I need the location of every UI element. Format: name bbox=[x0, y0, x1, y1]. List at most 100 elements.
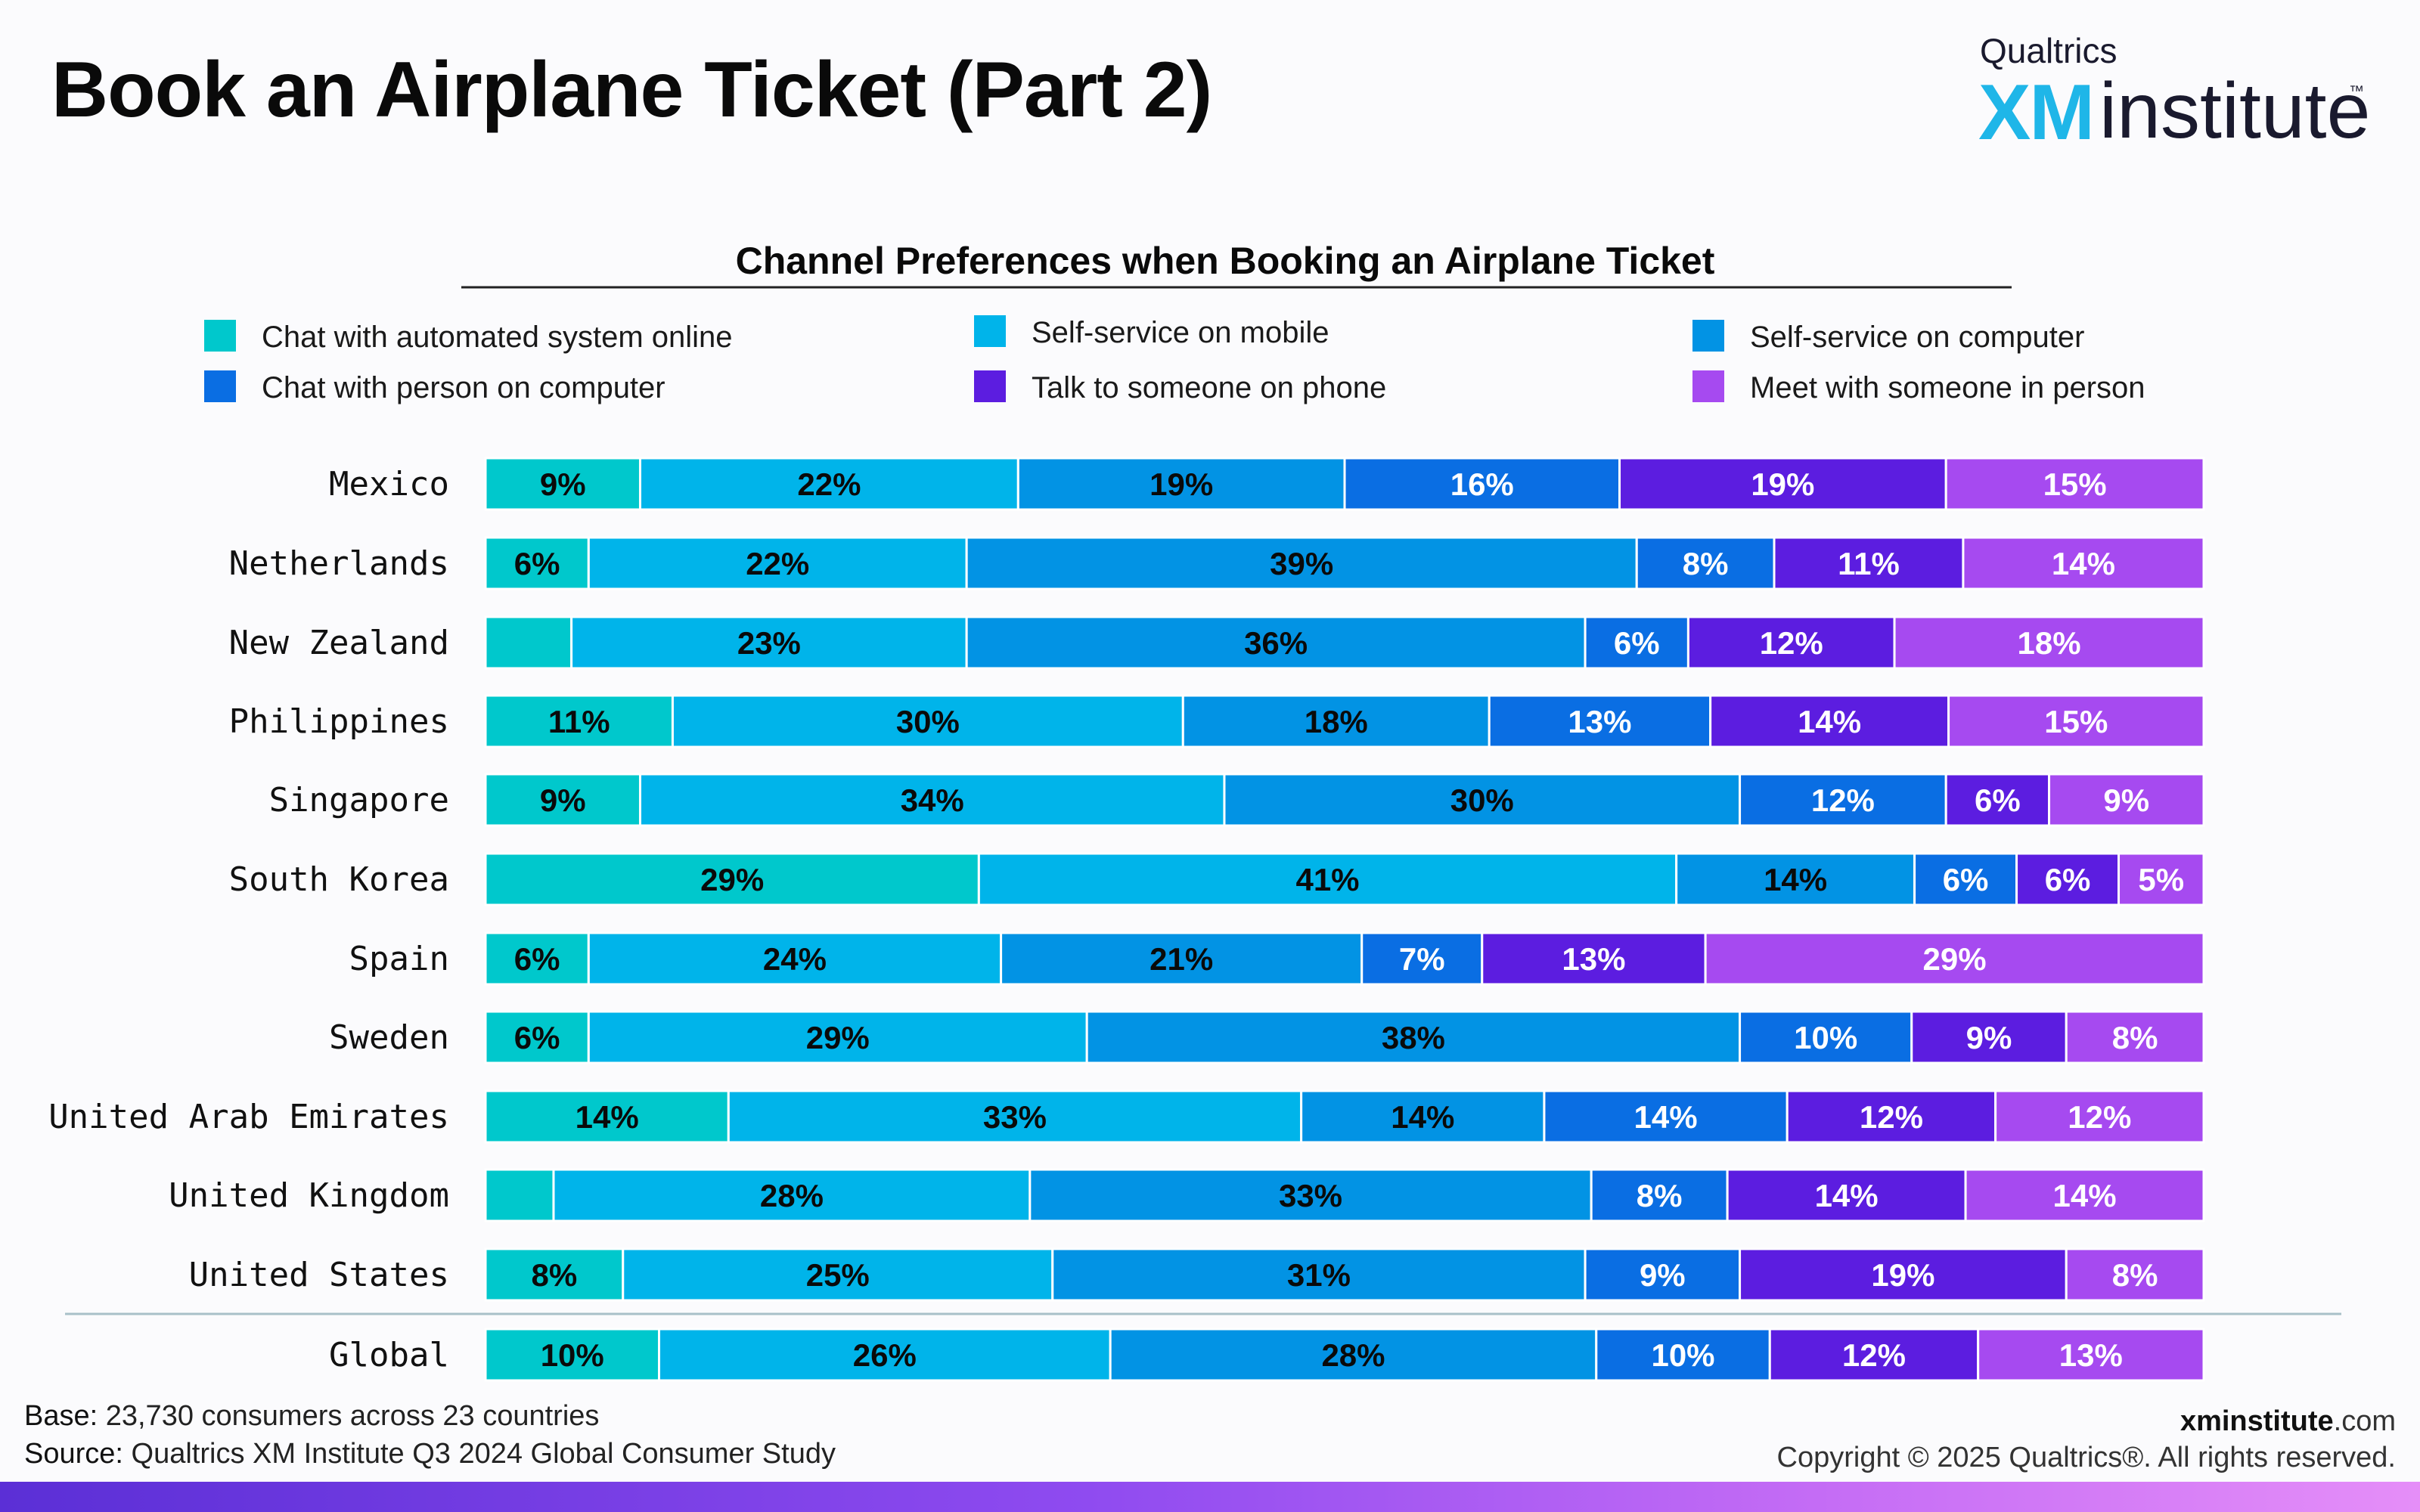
bar-segment bbox=[1618, 457, 1947, 511]
country-label: Philippines bbox=[229, 702, 449, 741]
bar-value-label: 19% bbox=[1871, 1257, 1934, 1293]
bar-value-label: 36% bbox=[1244, 625, 1308, 661]
page-title: Book an Airplane Ticket (Part 2) bbox=[51, 46, 1212, 134]
bar-segment bbox=[657, 1328, 1112, 1382]
chart-title: Channel Preferences when Booking an Airp… bbox=[736, 240, 1715, 282]
bar-value-label: 12% bbox=[1760, 625, 1823, 661]
website-link[interactable]: xminstitute.com bbox=[1777, 1403, 2396, 1439]
country-label: United Arab Emirates bbox=[48, 1098, 449, 1136]
bar-value-label: 8% bbox=[532, 1257, 578, 1293]
footer-notes: Base: 23,730 consumers across 23 countri… bbox=[24, 1397, 836, 1473]
bar-segment bbox=[1016, 457, 1346, 511]
legend-swatch bbox=[1692, 370, 1724, 402]
bar-value-label: 9% bbox=[540, 466, 586, 502]
base-text: 23,730 consumers across 23 countries bbox=[105, 1400, 600, 1432]
country-label: South Korea bbox=[229, 860, 449, 899]
bar-value-label: 28% bbox=[760, 1178, 824, 1213]
source-label: Source: bbox=[24, 1438, 123, 1470]
logo-xm-text: XM bbox=[1978, 69, 2095, 156]
bar-segment bbox=[1704, 931, 2205, 986]
logo-qualtrics-text: Qualtrics bbox=[1980, 31, 2118, 70]
legend-label: Self-service on computer bbox=[1750, 321, 2084, 354]
country-label: Singapore bbox=[269, 781, 449, 820]
bar-value-label: 15% bbox=[2043, 466, 2107, 502]
bar-value-label: 14% bbox=[1391, 1099, 1454, 1135]
bar-segment bbox=[1739, 1010, 1913, 1064]
bar-value-label: 6% bbox=[514, 941, 560, 977]
bar-value-label: 6% bbox=[514, 1020, 560, 1055]
bar-segment bbox=[1893, 615, 2205, 670]
bar-value-label: 14% bbox=[1634, 1099, 1698, 1135]
bar-value-label: 11% bbox=[1838, 546, 1900, 581]
bar-value-label: 29% bbox=[806, 1020, 870, 1055]
bar-value-label: 10% bbox=[541, 1337, 604, 1373]
bar-value-label: 9% bbox=[540, 782, 586, 818]
bar-segment bbox=[484, 1168, 555, 1222]
bar-value-label: 21% bbox=[1150, 941, 1213, 977]
legend-label: Talk to someone on phone bbox=[1032, 371, 1386, 404]
legend-swatch bbox=[1692, 320, 1724, 352]
bar-segment bbox=[1977, 1328, 2205, 1382]
bar-value-label: 6% bbox=[1943, 862, 1989, 897]
bar-segment bbox=[484, 1089, 730, 1144]
bar-value-label: 30% bbox=[896, 704, 960, 739]
qualtrics-xm-institute-logo: Qualtrics XM institute ™ bbox=[1978, 30, 2372, 156]
bar-value-label: 14% bbox=[576, 1099, 639, 1135]
bar-value-label: 39% bbox=[1270, 546, 1333, 581]
country-label: United States bbox=[189, 1256, 449, 1294]
bar-segment bbox=[1768, 1328, 1980, 1382]
logo-trademark: ™ bbox=[2349, 83, 2364, 100]
legend-label: Self-service on mobile bbox=[1032, 316, 1329, 349]
bar-segment bbox=[638, 773, 1226, 827]
bar-value-label: 29% bbox=[1923, 941, 1987, 977]
bar-value-label: 8% bbox=[2112, 1020, 2158, 1055]
copyright-text: Copyright © 2025 Qualtrics®. All rights … bbox=[1776, 1442, 2396, 1473]
bar-segment bbox=[1947, 694, 2205, 748]
bar-value-label: 12% bbox=[1842, 1337, 1906, 1373]
bar-segment bbox=[1913, 852, 2018, 906]
bar-value-label: 25% bbox=[806, 1257, 870, 1293]
bar-value-label: 6% bbox=[1975, 782, 2021, 818]
bar-value-label: 30% bbox=[1450, 782, 1514, 818]
bar-value-label: 12% bbox=[2068, 1099, 2131, 1135]
bar-value-label: 14% bbox=[2053, 1178, 2117, 1213]
country-label: Netherlands bbox=[229, 544, 449, 583]
bar-value-label: 41% bbox=[1295, 862, 1359, 897]
footer-gradient-bar bbox=[0, 1482, 2420, 1512]
bar-value-label: 14% bbox=[2052, 546, 2115, 581]
bar-segment bbox=[587, 536, 968, 590]
bar-segment bbox=[484, 536, 590, 590]
bar-segment bbox=[1360, 931, 1484, 986]
bar-value-label: 7% bbox=[1399, 941, 1445, 977]
bar-segment bbox=[484, 1247, 625, 1302]
bar-value-label: 14% bbox=[1815, 1178, 1879, 1213]
bar-value-label: 12% bbox=[1860, 1099, 1923, 1135]
country-label: Global bbox=[329, 1336, 449, 1374]
bar-segment bbox=[1000, 931, 1364, 986]
country-label: Spain bbox=[349, 940, 449, 978]
bar-value-label: 34% bbox=[901, 782, 964, 818]
bar-value-label: 18% bbox=[2017, 625, 2080, 661]
bar-segment bbox=[2065, 1247, 2205, 1302]
bar-segment bbox=[1223, 773, 1742, 827]
bar-segment bbox=[484, 852, 980, 906]
bar-value-label: 22% bbox=[797, 466, 861, 502]
bar-value-label: 22% bbox=[746, 546, 809, 581]
bar-segment bbox=[587, 1010, 1088, 1064]
bar-value-label: 5% bbox=[2138, 862, 2184, 897]
bar-segment bbox=[1773, 536, 1965, 590]
bar-value-label: 24% bbox=[763, 941, 827, 977]
bar-segment bbox=[1635, 536, 1776, 590]
bar-segment bbox=[622, 1247, 1054, 1302]
source-note: Source: Qualtrics XM Institute Q3 2024 G… bbox=[24, 1435, 836, 1473]
bar-value-label: 8% bbox=[2112, 1257, 2158, 1293]
bar-segment bbox=[1028, 1168, 1593, 1222]
bar-value-label: 6% bbox=[1614, 625, 1660, 661]
bar-value-label: 18% bbox=[1305, 704, 1368, 739]
legend-swatch bbox=[204, 370, 236, 402]
bar-value-label: 16% bbox=[1450, 466, 1514, 502]
website-bold: xminstitute bbox=[2180, 1405, 2334, 1437]
bar-segment bbox=[1543, 1089, 1789, 1144]
bar-segment bbox=[1051, 1247, 1587, 1302]
